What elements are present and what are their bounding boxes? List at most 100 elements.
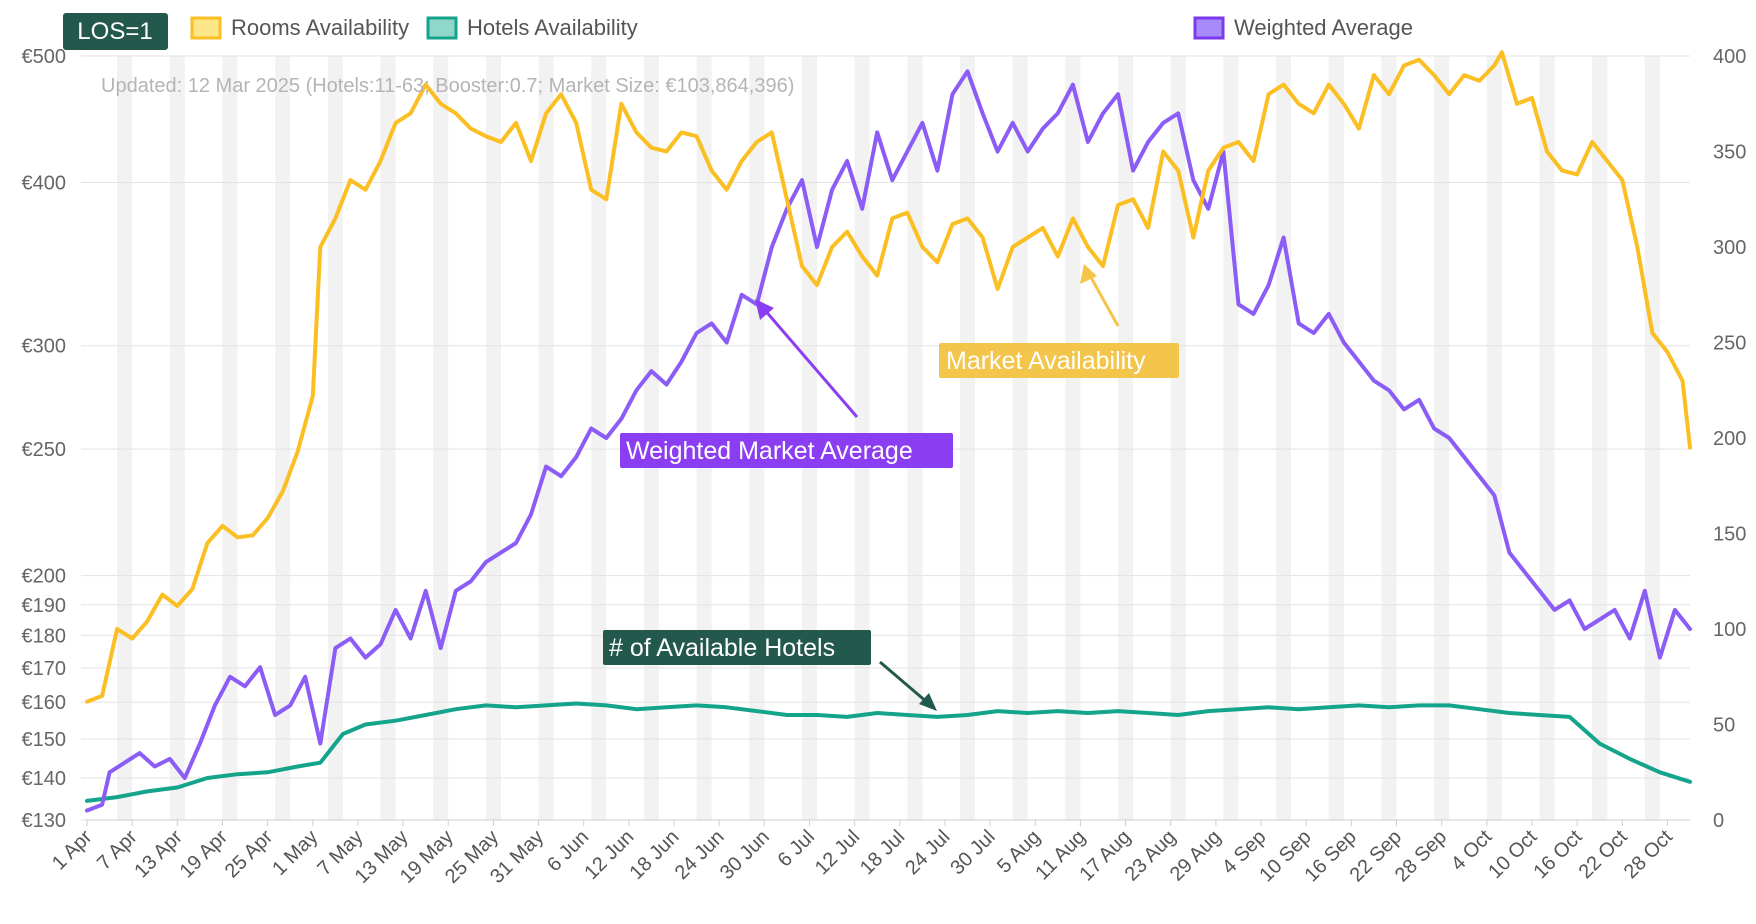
annotation-hotels-label: # of Available Hotels — [609, 634, 835, 662]
series-line-rooms-availability — [85, 50, 1692, 704]
x-tick-label: 12 Jun — [580, 826, 638, 884]
x-tick-label: 28 Sep — [1391, 826, 1451, 886]
weekend-band — [538, 56, 554, 820]
annotation-market-arrowhead — [1080, 264, 1097, 284]
weekend-band — [380, 56, 396, 820]
weekend-band — [275, 56, 291, 820]
x-tick-label: 30 Jun — [716, 826, 774, 884]
annotation-market-box — [939, 343, 1179, 378]
los-badge-label: LOS=1 — [77, 18, 152, 45]
weekend-band — [1012, 56, 1028, 820]
weekend-band — [1170, 56, 1186, 820]
x-tick-label: 19 Apr — [176, 826, 233, 883]
y-right-tick-label: 350 — [1713, 142, 1746, 164]
y-left-tick-label: €170 — [22, 658, 67, 680]
legend-item-rooms[interactable]: Rooms Availability — [190, 15, 409, 40]
y-right-tick-label: 250 — [1713, 333, 1746, 355]
legend-label-hotels: Hotels Availability — [467, 15, 638, 40]
annotation-market-label: Market Availability — [946, 347, 1146, 375]
annotation-hotels: # of Available Hotels — [603, 630, 937, 711]
chart-subtitle: Updated: 12 Mar 2025 (Hotels:11-63; Boos… — [101, 75, 794, 97]
annotation-weighted: Weighted Market Average — [620, 299, 953, 468]
y-right-tick-label: 0 — [1713, 810, 1724, 832]
y-left-tick-label: €200 — [22, 566, 67, 588]
x-tick-label: 1 May — [268, 826, 322, 880]
annotation-weighted-box — [620, 433, 953, 468]
annotation-market: Market Availability — [939, 264, 1179, 378]
x-tick-label: 22 Oct — [1575, 826, 1633, 884]
y-left-tick-label: €150 — [22, 729, 67, 751]
weekend-band — [222, 56, 238, 820]
annotation-market-arrow — [1086, 271, 1120, 327]
y-axis-right: 0 50 100 150 200 250 300 350 400 — [1713, 46, 1746, 832]
x-tick-label: 1 Apr — [48, 826, 97, 875]
legend-item-hotels[interactable]: Hotels Availability — [426, 15, 638, 40]
x-tick-label: 18 Jul — [856, 826, 909, 879]
y-left-tick-label: €140 — [22, 768, 67, 790]
y-left-tick-label: €180 — [22, 625, 67, 647]
y-left-tick-label: €190 — [22, 595, 67, 617]
weekend-band — [1381, 56, 1397, 820]
weekend-band — [1486, 56, 1502, 820]
series-line-hotels-availability — [85, 701, 1692, 803]
weekend-band — [1118, 56, 1134, 820]
y-right-tick-label: 50 — [1713, 715, 1735, 737]
annotation-weighted-arrow — [761, 307, 859, 418]
weekend-band — [117, 56, 133, 820]
annotation-weighted-arrowhead — [755, 299, 774, 320]
x-tick-label: 29 Aug — [1166, 826, 1226, 886]
weekend-band — [1539, 56, 1555, 820]
x-tick-label: 10 Oct — [1484, 826, 1542, 884]
y-right-tick-label: 150 — [1713, 524, 1746, 546]
weekend-band — [959, 56, 976, 820]
legend-swatch-rooms — [190, 16, 222, 40]
annotation-hotels-arrowhead — [919, 693, 937, 711]
weekend-band — [433, 56, 449, 820]
weekend-band — [1592, 56, 1608, 820]
legend-label-weighted: Weighted Average — [1234, 15, 1413, 40]
weekend-band — [591, 56, 607, 820]
x-tick-label: 28 Oct — [1620, 826, 1678, 884]
y-left-tick-label: €500 — [22, 46, 67, 68]
x-tick-label: 30 Jul — [946, 826, 999, 879]
y-left-tick-label: €160 — [22, 692, 67, 714]
y-right-tick-label: 100 — [1713, 619, 1746, 641]
y-left-tick-label: €130 — [22, 810, 67, 832]
y-left-tick-label: €400 — [22, 173, 67, 195]
legend: LOS=1 Rooms Availability Hotels Availabi… — [63, 13, 1413, 50]
los-badge — [63, 13, 168, 50]
x-tick-label: 13 Apr — [130, 826, 187, 883]
x-tick-label: 12 Jul — [811, 826, 864, 879]
annotation-weighted-label: Weighted Market Average — [626, 437, 913, 465]
x-tick-label: 24 Jun — [671, 826, 729, 884]
weekend-band — [1434, 56, 1450, 820]
x-tick-label: 16 Oct — [1529, 826, 1587, 884]
series-lines — [85, 50, 1692, 813]
legend-swatch-weighted — [1193, 16, 1225, 40]
weekend-band — [485, 56, 501, 820]
weekend-band — [1328, 56, 1344, 820]
x-tick-label: 18 Jun — [626, 826, 684, 884]
annotation-hotels-box — [603, 630, 871, 665]
y-right-tick-label: 400 — [1713, 46, 1746, 68]
y-right-tick-label: 300 — [1713, 237, 1746, 259]
y-left-tick-label: €300 — [22, 336, 67, 358]
x-tick-label: 24 Jul — [901, 826, 954, 879]
weekend-band — [169, 56, 185, 820]
series-line-weighted-average — [85, 69, 1692, 813]
legend-swatch-hotels — [426, 16, 458, 40]
y-right-tick-label: 200 — [1713, 428, 1746, 450]
x-tick-label: 25 Apr — [221, 826, 278, 883]
weekend-band — [1276, 56, 1292, 820]
legend-label-rooms: Rooms Availability — [231, 15, 409, 40]
weekend-band — [1065, 56, 1081, 820]
y-left-tick-label: €250 — [22, 439, 67, 461]
weekend-band — [327, 56, 343, 820]
weekend-band — [1644, 56, 1660, 820]
legend-item-weighted[interactable]: Weighted Average — [1193, 15, 1413, 40]
y-axis-left: €130 €140 €150 €160 €170 €180 €190 €200 €250 €300… — [22, 46, 67, 832]
annotation-hotels-arrow — [879, 660, 929, 705]
